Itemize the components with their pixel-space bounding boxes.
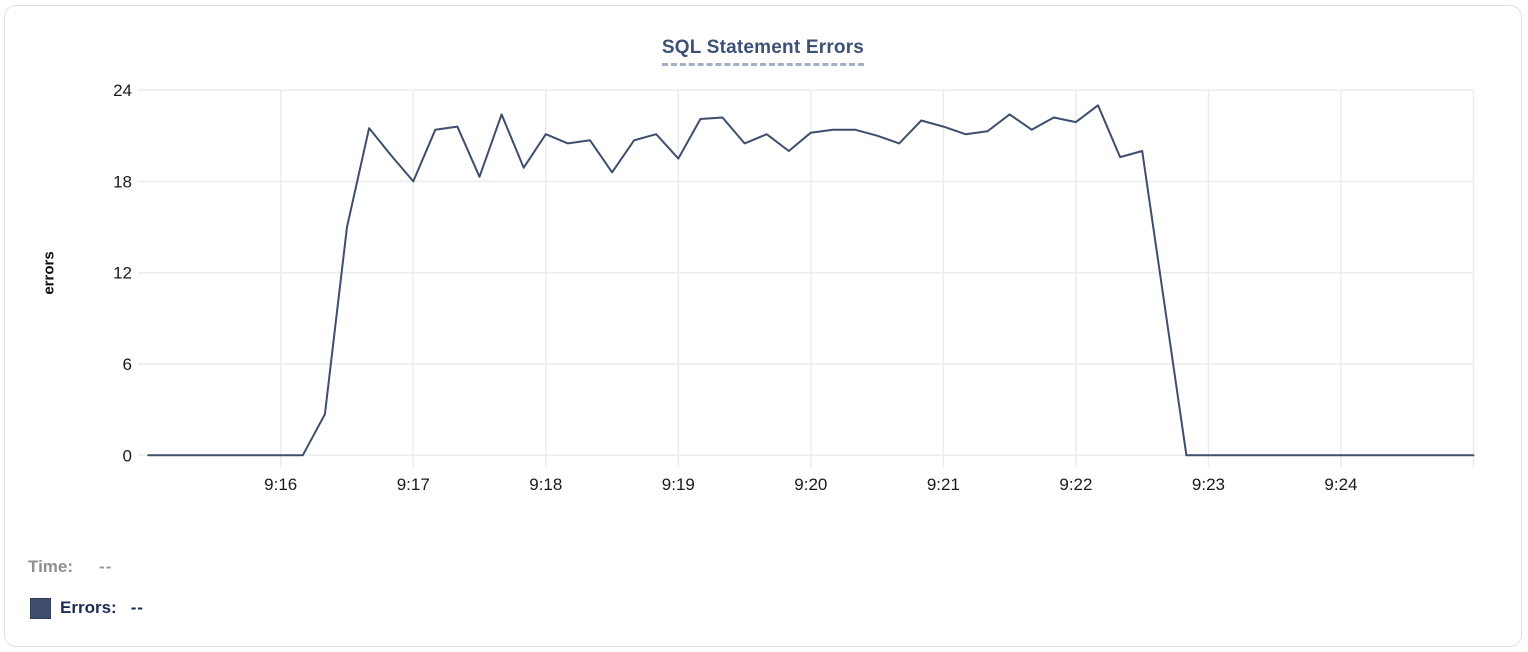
x-tick-label: 9:24 <box>1324 475 1357 494</box>
errors-label: Errors: <box>60 598 117 617</box>
chart-header: SQL Statement Errors <box>5 37 1521 66</box>
x-tick-label: 9:17 <box>397 475 430 494</box>
legend-time-row: Time: -- <box>28 554 144 580</box>
errors-value: -- <box>130 598 145 617</box>
y-tick-label: 6 <box>123 355 132 374</box>
x-tick-label: 9:18 <box>529 475 562 494</box>
chart-card: SQL Statement Errors errors 0 6 12 18 24 9:16… <box>4 5 1522 647</box>
y-tick-label: 24 <box>113 81 132 100</box>
x-tick-label: 9:20 <box>794 475 827 494</box>
y-tick-label: 18 <box>113 172 132 191</box>
time-label: Time: <box>28 557 74 576</box>
chart-title[interactable]: SQL Statement Errors <box>661 37 865 66</box>
x-tick-label: 9:22 <box>1059 475 1092 494</box>
x-tick-label: 9:16 <box>264 475 297 494</box>
legend-errors-row: Errors: -- <box>28 595 144 621</box>
y-tick-label: 0 <box>123 446 132 465</box>
time-value: -- <box>99 557 113 576</box>
y-tick-label: 12 <box>113 264 132 283</box>
errors-series-line <box>147 104 1475 457</box>
errors-line-chart[interactable]: 0 6 12 18 24 9:16 9:17 9:18 9:19 9:20 9:21 9:22 9:23… <box>5 6 1528 526</box>
chart-legend: Time: -- Errors: -- <box>28 554 144 636</box>
x-tick-label: 9:23 <box>1192 475 1225 494</box>
errors-series-swatch <box>30 597 51 619</box>
x-tick-label: 9:21 <box>927 475 960 494</box>
x-tick-label: 9:19 <box>662 475 695 494</box>
